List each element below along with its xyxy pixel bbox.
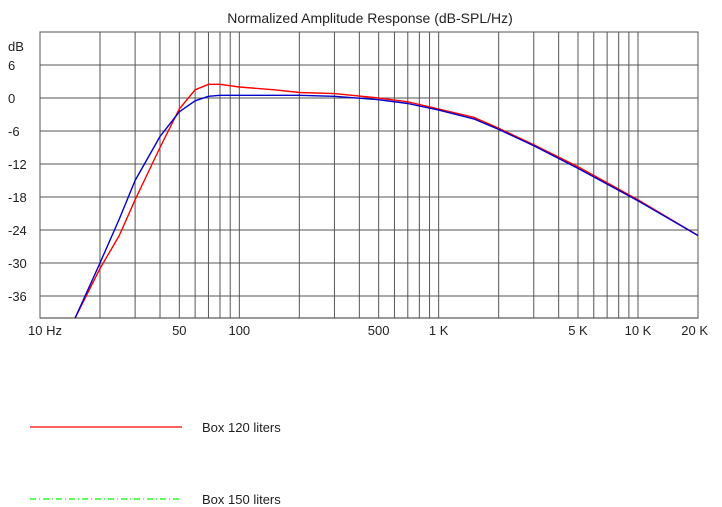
series-line-0 [74, 83, 698, 318]
x-tick-label: 1 K [429, 323, 449, 338]
x-tick-label: 20 K [681, 323, 708, 338]
y-tick-label: -18 [8, 190, 27, 205]
grid [39, 31, 699, 318]
y-tick-label: -12 [8, 157, 27, 172]
x-tick-label: 500 [368, 323, 390, 338]
y-tick-label: -30 [8, 256, 27, 271]
x-tick-label: 100 [228, 323, 250, 338]
legend-label-1: Box 150 liters [202, 492, 281, 507]
x-axis: 10 Hz 50 100 500 1 K 5 K 10 K 20 K [28, 323, 708, 338]
y-tick-label: 0 [8, 91, 15, 106]
x-tick-label: 50 [172, 323, 186, 338]
legend-label-0: Box 120 liters [202, 420, 281, 435]
series-lines [74, 83, 698, 318]
y-tick-label: 6 [8, 58, 15, 73]
y-tick-label: -6 [8, 124, 20, 139]
y-tick-label: -24 [8, 223, 27, 238]
series-line-2 [74, 94, 698, 318]
x-tick-label: 10 Hz [28, 323, 62, 338]
chart-title: Normalized Amplitude Response (dB-SPL/Hz… [227, 10, 513, 26]
y-axis: dB 6 0 -6 -12 -18 -24 -30 -36 [8, 39, 27, 304]
legend: Box 120 liters Box 150 liters [30, 420, 281, 507]
x-tick-label: 5 K [568, 323, 588, 338]
y-unit-label: dB [8, 39, 24, 54]
plot-area [39, 31, 699, 319]
y-tick-label: -36 [8, 289, 27, 304]
x-tick-label: 10 K [625, 323, 652, 338]
